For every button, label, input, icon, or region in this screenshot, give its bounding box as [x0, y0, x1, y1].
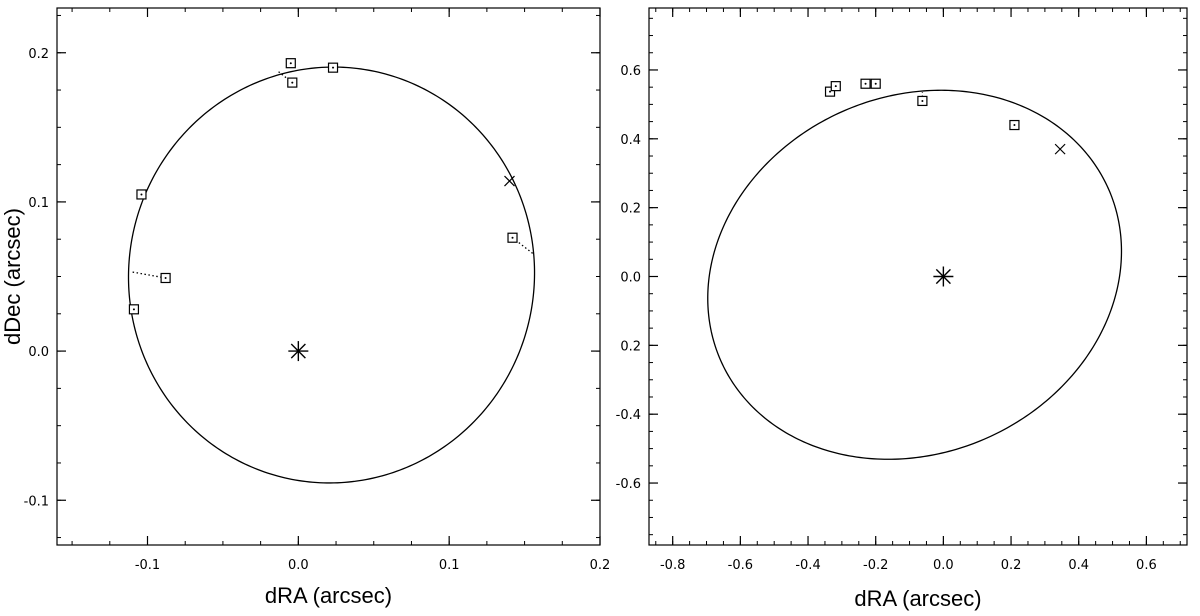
observation-point: [870, 78, 881, 89]
orbit-ellipse: [707, 89, 1123, 460]
x-tick-label: -0.6: [728, 558, 753, 573]
y-tick-label: 0.2: [28, 47, 49, 62]
minor-ticks: [649, 8, 1187, 545]
y-tick-label: -0.6: [616, 477, 641, 492]
y-tick-label: 0.0: [620, 271, 641, 286]
y-axis-label: dDec (arcsec): [0, 208, 25, 345]
y-tick-label: -0.1: [24, 494, 49, 509]
x-tick-label: 0.2: [1001, 558, 1022, 573]
x-tick-label: -0.4: [795, 558, 820, 573]
plot-frame: [56, 7, 601, 546]
primary-star-marker: [288, 341, 309, 362]
x-axis-label: dRA (arcsec): [854, 586, 981, 611]
primary-star-marker: [933, 266, 954, 287]
observation-point: [507, 232, 518, 243]
x-tick-label: 0.6: [1136, 558, 1157, 573]
x-tick-label: 0.2: [590, 558, 611, 573]
plot-frame: [648, 7, 1188, 546]
observation-point: [824, 86, 836, 97]
residual-line: [276, 70, 293, 84]
observation-point: [287, 77, 298, 88]
observation-point: [285, 58, 296, 69]
x-tick-label: -0.2: [863, 558, 888, 573]
residual-line: [132, 271, 166, 279]
y-tick-label: 0.2: [620, 202, 641, 217]
observation-point: [917, 95, 928, 107]
observation-point: [860, 78, 871, 89]
x-tick-label: -0.1: [135, 558, 160, 573]
observation-point: [136, 189, 147, 200]
y-tick-label: 0.0: [28, 345, 49, 360]
minor-ticks: [57, 8, 601, 545]
observation-point: [128, 304, 140, 315]
observation-point: [160, 272, 171, 284]
y-tick-label: 0.2: [620, 339, 641, 354]
observation-point: [327, 62, 339, 73]
x-tick-label: 0.0: [933, 558, 954, 573]
predicted-position-marker: [1054, 143, 1066, 155]
x-tick-label: -0.8: [660, 558, 685, 573]
x-axis-label: dRA (arcsec): [265, 583, 392, 608]
right-orbit-plot: -0.8 -0.6 -0.4 -0.2 0.0 0.2 0.4 0.6 0.6 0.4 0.2 0.0…: [616, 7, 1188, 611]
y-tick-label: 0.4: [620, 133, 641, 148]
x-tick-label: 0.4: [1068, 558, 1089, 573]
y-tick-label: -0.4: [616, 408, 641, 423]
x-tick-label: 0.0: [288, 558, 309, 573]
observation-point: [830, 81, 841, 92]
y-tick-label: 0.1: [28, 196, 49, 211]
orbit-ellipse: [127, 66, 536, 484]
predicted-position-marker: [504, 175, 515, 187]
left-orbit-plot: -0.1 0.0 0.1 0.2 -0.1 0.0 0.1 0.2 dRA (arcsec) dD…: [0, 7, 611, 608]
x-tick-label: 0.1: [439, 558, 460, 573]
y-tick-label: 0.6: [620, 64, 641, 79]
observation-point: [1009, 119, 1020, 131]
